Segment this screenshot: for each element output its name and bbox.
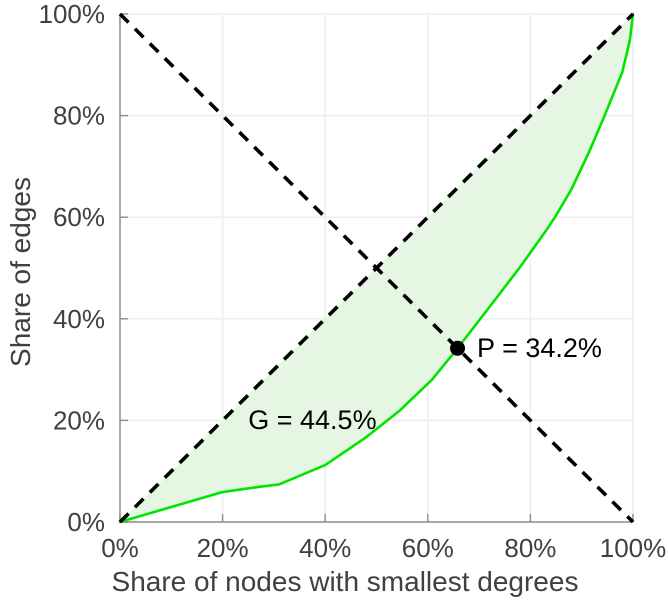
p-point-marker	[450, 340, 466, 356]
x-axis-label: Share of nodes with smallest degrees	[112, 566, 579, 597]
y-tick-label: 0%	[67, 507, 105, 537]
x-tick-label: 100%	[600, 533, 667, 563]
y-axis-label: Share of edges	[5, 177, 36, 367]
axes	[119, 13, 634, 523]
data-series	[118, 12, 635, 524]
p-value-annotation: P = 34.2%	[477, 333, 602, 363]
y-tick-label: 80%	[53, 101, 105, 131]
y-tick-label: 60%	[53, 202, 105, 232]
x-tick-label: 40%	[299, 533, 351, 563]
lorenz-curve-line	[118, 12, 635, 524]
y-tick-label: 40%	[53, 304, 105, 334]
gini-annotation: G = 44.5%	[248, 405, 376, 435]
x-tick-label: 80%	[504, 533, 556, 563]
x-tick-label: 20%	[197, 533, 249, 563]
anti-diagonal-line	[118, 12, 635, 524]
x-tick-label: 0%	[101, 533, 139, 563]
y-tick-label: 100%	[39, 0, 106, 29]
tick-labels: 0% 20% 40% 60% 80% 100% 0% 20% 40% 60% 80% 100%	[39, 0, 667, 563]
y-tick-label: 20%	[53, 405, 105, 435]
x-tick-label: 60%	[402, 533, 454, 563]
intersection-point	[450, 340, 466, 356]
